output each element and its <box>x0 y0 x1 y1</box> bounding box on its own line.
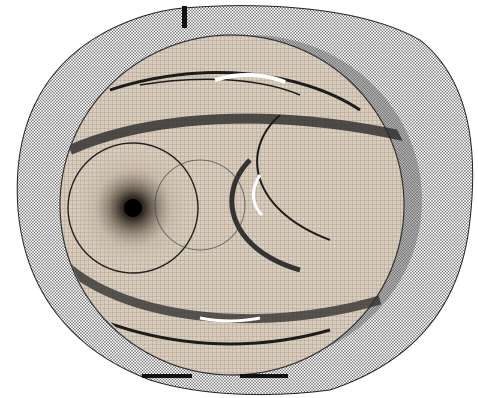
base-marks <box>142 374 288 378</box>
hub <box>67 142 246 274</box>
blade-channels <box>60 71 416 346</box>
